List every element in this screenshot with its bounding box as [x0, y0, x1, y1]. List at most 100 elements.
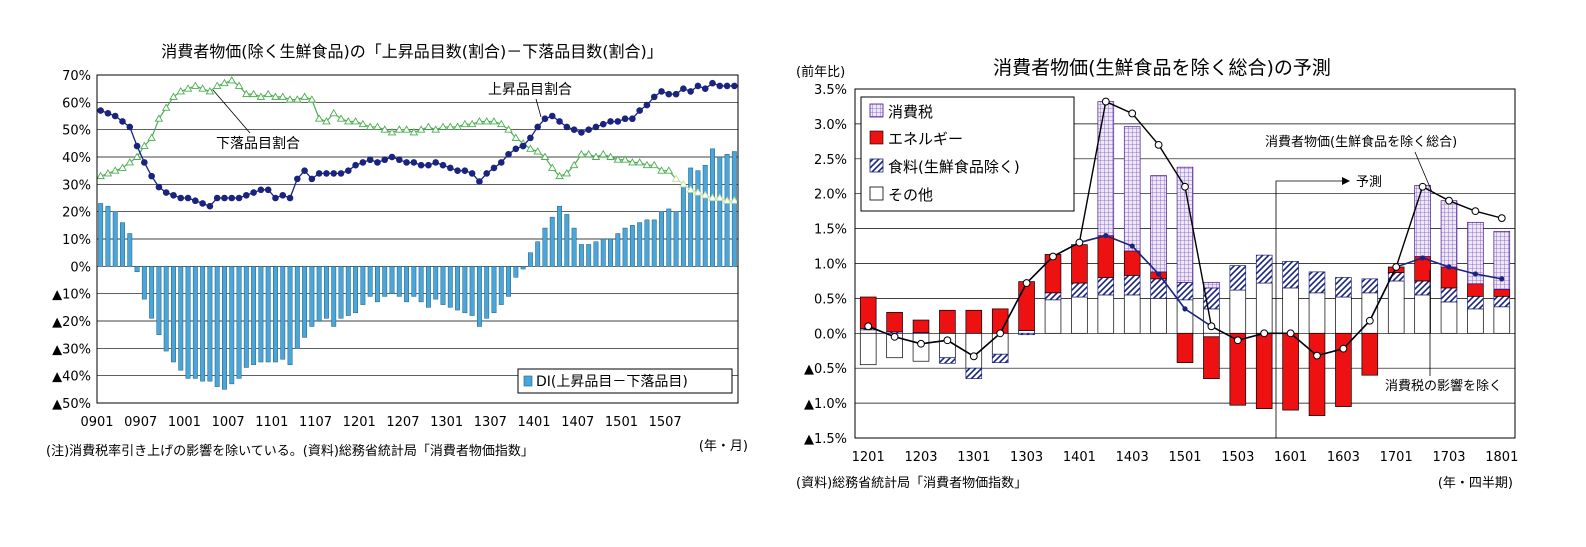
chart1-falling-point [504, 125, 513, 133]
chart-cpi-forecast: 消費者物価(生鮮食品を除く総合)の予測 (前年比) 3.5% 3.0% 2.5% 2.… [796, 57, 1518, 491]
chart2-total-point [1418, 182, 1427, 191]
chart1-bar [141, 266, 147, 300]
chart1-rising-point [148, 172, 155, 180]
chart1-rising-point [294, 175, 301, 183]
chart2-total-point [1181, 182, 1189, 191]
chart2-bar-energy [1123, 250, 1141, 276]
chart1-falling-point [431, 125, 440, 133]
chart1-falling-point [569, 160, 579, 169]
chart1-rising-point [468, 170, 476, 177]
chart2-total-point [1497, 214, 1506, 223]
chart1-rising-point [366, 156, 374, 164]
chart2-bar-tax [1176, 166, 1194, 283]
chart1-falling-point [679, 179, 688, 188]
chart1-bar [127, 233, 133, 267]
chart2-total-point [917, 339, 925, 348]
chart1-bar [637, 222, 643, 267]
chart2-bar-food [1018, 332, 1035, 336]
chart2-x-tick-label: 1301 [957, 450, 990, 465]
chart1-falling-point [584, 149, 593, 158]
chart2-ex-tax-point [1156, 271, 1162, 277]
chart1-falling-point [547, 163, 557, 171]
chart1-bar [316, 266, 322, 322]
chart1-rising-point [578, 129, 585, 136]
chart1-bar [243, 266, 249, 368]
chart1-rising-point [111, 112, 119, 120]
chart2-legend-swatch-other [869, 186, 884, 201]
chart1-rising-point [432, 159, 440, 166]
chart1-bar [688, 167, 694, 267]
chart2-bar-tax [1440, 200, 1458, 268]
chart2-bar-other [1203, 332, 1220, 338]
chart2-y-ticks: 3.5% 3.0% 2.5% 2.0% 1.5% 1.0% 0.5% 0.0% ▲0.5% ▲1.… [804, 83, 847, 447]
chart2-y-tick-label: 0.0% [814, 327, 847, 342]
chart1-bar [651, 219, 657, 267]
chart2-bar-food [1467, 295, 1484, 310]
chart2-bar-other [1255, 282, 1273, 334]
chart1-y-tick-label: 40% [62, 151, 91, 166]
chart2-y-tick-label: ▲0.5% [804, 362, 847, 377]
chart1-x-tick-label: 1301 [430, 415, 463, 430]
chart1-bar [345, 266, 351, 316]
chart1-falling-point [693, 188, 703, 196]
chart1-falling-point [496, 119, 506, 128]
chart1-note: (注)消費税率引き上げの影響を除いている。(資料)総務省統計局「消費者物価指数」 [46, 443, 534, 459]
chart1-bar [731, 151, 737, 267]
chart1-legend: DI(上昇品目－下落品目) [517, 368, 733, 394]
chart1-rising-point [337, 170, 345, 177]
chart2-total-point [1286, 329, 1295, 338]
chart1-falling-point [234, 81, 244, 89]
chart1-falling-point [169, 92, 178, 100]
chart1-bar [171, 266, 176, 363]
chart1-rising-point [272, 194, 279, 202]
chart1-legend-box [517, 368, 733, 394]
chart1-y-tick-label: 0% [70, 260, 91, 275]
chart1-falling-point [154, 114, 164, 122]
chart2-ex-tax-point [1129, 243, 1135, 249]
chart1-bar [353, 266, 359, 314]
chart1-bar [382, 266, 388, 297]
chart1-falling-point [533, 147, 542, 155]
chart1-falling-point [409, 128, 419, 136]
chart2-bar-tax [1150, 175, 1167, 273]
chart1-bar [724, 154, 730, 267]
chart2-legend-swatch-food [869, 158, 884, 173]
chart1-falling-point [110, 166, 120, 174]
chart1-falling-point [606, 152, 615, 160]
chart1-x-tick-label: 0907 [124, 415, 157, 430]
chart2-total-point [1445, 196, 1453, 205]
chart1-title: 消費者物価(除く生鮮食品)の「上昇品目数(割合)－下落品目数(割合)」 [161, 42, 662, 61]
chart1-falling-point [365, 122, 375, 130]
chart1-rising-point [658, 88, 665, 95]
chart1-falling-point [460, 119, 470, 128]
chart1-falling-point [730, 196, 739, 204]
chart1-rising-point [235, 194, 243, 202]
chart1-falling-point [700, 190, 710, 199]
chart1-rising-point [395, 156, 403, 164]
chart1-rising-point [155, 183, 163, 191]
chart2-bar-energy [886, 312, 903, 333]
chart2-bar-tax [1467, 221, 1484, 285]
chart2-bar-other [1387, 280, 1405, 334]
chart1-rising-point [257, 186, 265, 194]
chart1-rising-point [643, 101, 651, 109]
chart1-x-tick-label: 1101 [255, 415, 288, 430]
chart1-falling-point [445, 122, 455, 130]
chart1-rising-point [723, 82, 731, 90]
chart1-falling-point [657, 166, 666, 174]
chart2-bar-energy [1335, 332, 1352, 407]
chart2-legend: 消費税 エネルギー 食料(生鮮食品除く) その他 [860, 96, 1075, 212]
chart1-x-unit: (年・月) [699, 439, 748, 454]
chart1-rising-point [548, 112, 556, 120]
chart1-rising-point [556, 118, 563, 125]
chart1-rising-point [599, 120, 607, 128]
chart2-bar-energy [912, 319, 930, 333]
chart1-falling-point [708, 193, 717, 201]
chart1-falling-point [307, 95, 317, 103]
chart1-rising-point [425, 161, 432, 169]
chart2-y-tick-label: 1.5% [814, 223, 847, 238]
chart2-x-unit: (年・四半期) [1438, 476, 1513, 491]
chart1-bar [557, 205, 562, 267]
chart1-bar [367, 266, 373, 297]
chart1-bar [535, 241, 541, 267]
